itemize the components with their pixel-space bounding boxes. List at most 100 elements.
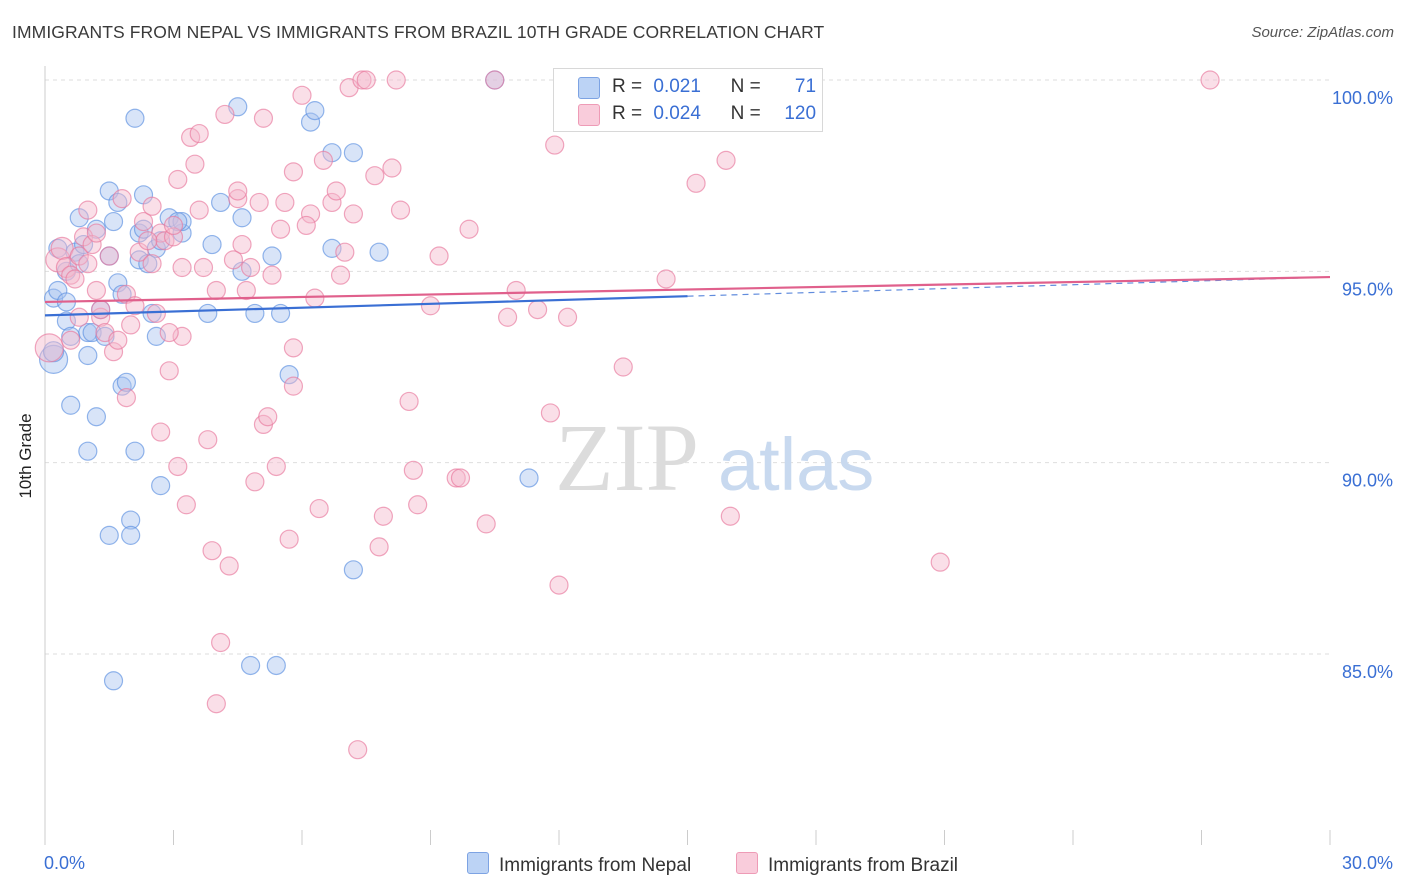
brazil-point bbox=[206, 694, 226, 714]
brazil-point bbox=[202, 541, 222, 561]
brazil-point bbox=[185, 154, 205, 174]
brazil-point bbox=[275, 192, 295, 213]
nepal-point bbox=[279, 365, 299, 385]
nepal-point bbox=[56, 311, 77, 331]
nepal-point bbox=[121, 525, 141, 545]
brazil-point bbox=[343, 204, 363, 224]
brazil-point bbox=[399, 391, 419, 412]
nepal-trend-line bbox=[44, 295, 688, 317]
brazil-point bbox=[176, 495, 196, 515]
nepal-point bbox=[78, 441, 98, 461]
brazil-point bbox=[99, 246, 119, 266]
x-tick-label-min: 0.0% bbox=[44, 853, 85, 873]
brazil-point bbox=[78, 200, 98, 220]
brazil-point bbox=[459, 219, 479, 239]
brazil-point bbox=[279, 529, 299, 549]
brazil-point bbox=[408, 495, 428, 515]
brazil-n-label: N = bbox=[730, 103, 761, 124]
nepal-point bbox=[343, 143, 363, 163]
brazil-point bbox=[348, 740, 368, 760]
legend-nepal-label: Immigrants from Nepal bbox=[499, 855, 692, 876]
brazil-point bbox=[369, 537, 389, 557]
brazil-point bbox=[65, 269, 85, 289]
brazil-point bbox=[352, 70, 372, 90]
stats-legend: R = 0.021 N = 71 R = 0.024 N = 120 bbox=[553, 68, 823, 132]
brazil-point bbox=[283, 162, 304, 182]
nepal-n-label: N = bbox=[730, 76, 761, 97]
nepal-point bbox=[103, 211, 124, 232]
brazil-point bbox=[686, 173, 706, 193]
brazil-point bbox=[228, 181, 248, 201]
brazil-point bbox=[540, 403, 561, 423]
watermark: ZIP atlas bbox=[555, 404, 874, 511]
nepal-point bbox=[86, 407, 107, 427]
brazil-point bbox=[82, 234, 102, 255]
brazil-r-label: R = bbox=[612, 103, 643, 124]
brazil-point bbox=[172, 257, 192, 278]
nepal-point bbox=[300, 112, 321, 132]
legend-item-brazil: Immigrants from Brazil bbox=[736, 852, 958, 877]
nepal-point bbox=[121, 510, 141, 530]
watermark-zip: ZIP bbox=[555, 404, 699, 511]
brazil-point bbox=[930, 552, 950, 572]
nepal-point bbox=[369, 242, 389, 262]
y-tick-label: 85.0% bbox=[1342, 662, 1393, 682]
nepal-point bbox=[343, 560, 363, 580]
brazil-point bbox=[168, 456, 188, 477]
brazil-point bbox=[716, 150, 736, 170]
brazil-point bbox=[613, 357, 633, 377]
brazil-point bbox=[232, 234, 252, 255]
brazil-point bbox=[266, 456, 286, 477]
brazil-point bbox=[236, 280, 256, 301]
chart-title: IMMIGRANTS FROM NEPAL VS IMMIGRANTS FROM… bbox=[12, 22, 825, 42]
brazil-point bbox=[545, 135, 565, 155]
brazil-point bbox=[309, 498, 329, 519]
brazil-point bbox=[262, 265, 282, 285]
brazil-point bbox=[330, 265, 351, 285]
brazil-point bbox=[103, 342, 124, 362]
brazil-point bbox=[382, 158, 402, 178]
brazil-point bbox=[656, 269, 676, 289]
brazil-point bbox=[142, 196, 162, 216]
nepal-r-label: R = bbox=[612, 76, 643, 97]
legend-brazil-swatch bbox=[736, 852, 758, 874]
brazil-point bbox=[326, 181, 346, 201]
brazil-point bbox=[151, 422, 171, 442]
nepal-r-value: 0.021 bbox=[653, 76, 701, 97]
brazil-point bbox=[189, 200, 209, 220]
nepal-point bbox=[99, 525, 119, 545]
brazil-point bbox=[446, 468, 466, 488]
nepal-point bbox=[305, 101, 325, 121]
nepal-point bbox=[151, 476, 171, 496]
nepal-point bbox=[202, 234, 222, 255]
brazil-n-value: 120 bbox=[784, 103, 817, 124]
brazil-point bbox=[163, 215, 184, 236]
nepal-n-value: 71 bbox=[794, 76, 817, 97]
brazil-point bbox=[476, 514, 496, 534]
brazil-trend-line bbox=[44, 275, 1331, 304]
trend-lines bbox=[44, 275, 1331, 317]
nepal-point bbox=[112, 284, 132, 304]
brazil-point bbox=[373, 506, 393, 526]
brazil-point bbox=[50, 236, 74, 260]
brazil-point bbox=[429, 246, 449, 266]
brazil-point bbox=[121, 315, 141, 335]
brazil-point bbox=[356, 70, 376, 90]
brazil-point bbox=[163, 227, 184, 247]
brazil-point bbox=[219, 556, 239, 576]
brazil-point bbox=[283, 338, 304, 358]
brazil-point bbox=[146, 303, 166, 324]
brazil-point bbox=[116, 388, 136, 408]
brazil-r-value: 0.024 bbox=[653, 103, 701, 124]
brazil-point bbox=[86, 280, 107, 301]
brazil-point bbox=[386, 70, 406, 90]
nepal-point bbox=[241, 655, 261, 676]
brazil-point bbox=[506, 280, 526, 301]
brazil-point bbox=[142, 254, 162, 274]
brazil-point bbox=[159, 361, 179, 381]
brazil-point bbox=[253, 108, 274, 128]
nepal-point bbox=[198, 303, 218, 324]
nepal-point bbox=[519, 468, 539, 488]
brazil-point bbox=[420, 296, 441, 316]
brazil-point bbox=[78, 254, 98, 274]
